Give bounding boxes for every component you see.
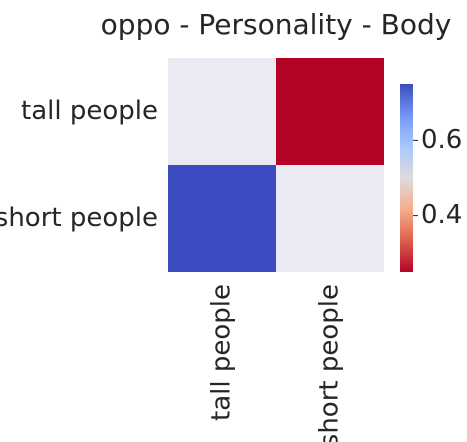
heatmap-cell <box>168 165 276 272</box>
row-label: tall people <box>21 96 158 126</box>
column-labels: tall people short people <box>207 284 345 442</box>
heatmap-cell <box>276 58 384 165</box>
row-label: short people <box>0 203 158 233</box>
column-label: short people <box>315 284 345 442</box>
heatmap-cell <box>276 165 384 272</box>
column-label: tall people <box>207 284 237 421</box>
heatmap-cell <box>168 58 276 165</box>
chart-title: oppo - Personality - Body <box>101 8 452 41</box>
row-labels: tall people short people <box>0 96 158 233</box>
colorbar-ticks: 0.4 0.6 <box>413 125 462 230</box>
colorbar-tick-label: 0.4 <box>421 200 462 230</box>
colorbar <box>400 84 413 272</box>
heatmap-cells <box>168 58 384 272</box>
colorbar-tick-label: 0.6 <box>421 125 462 155</box>
